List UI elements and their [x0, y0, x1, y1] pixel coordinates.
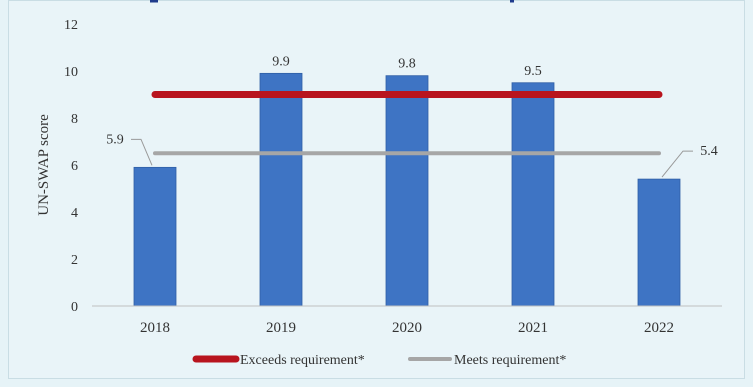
legend: Exceeds requirement* Meets requirement*: [192, 353, 566, 368]
x-axis: 2018 2019 2020 2021 2022: [92, 305, 722, 336]
y-tick-label: 4: [71, 206, 78, 221]
y-tick-label: 2: [71, 253, 78, 268]
y-tick-label: 0: [71, 300, 78, 315]
data-labels: 5.9 9.9 9.8 9.5 5.4: [106, 54, 718, 178]
bars: [133, 72, 681, 307]
chart-panel: [8, 0, 745, 379]
leader-line: [131, 138, 153, 166]
bar-2021: [511, 82, 555, 307]
x-tick-label: 2020: [392, 320, 422, 336]
bar-2018: [133, 166, 177, 307]
data-label: 5.9: [106, 132, 124, 147]
legend-label: Exceeds requirement*: [240, 353, 365, 368]
data-label: 9.8: [398, 57, 416, 72]
x-tick-label: 2018: [140, 320, 170, 336]
data-label: 9.9: [272, 54, 290, 69]
y-tick-label: 12: [64, 18, 78, 33]
y-tick-label: 8: [71, 112, 78, 127]
bar-2022: [637, 178, 681, 307]
y-tick-label: 10: [64, 65, 78, 80]
x-tick-label: 2019: [266, 320, 296, 336]
bar-2019: [259, 72, 303, 307]
bar-2020: [385, 75, 429, 307]
leader-line: [661, 150, 693, 178]
y-tick-label: 6: [71, 159, 78, 174]
y-axis-title: UN-SWAP score: [36, 114, 52, 216]
data-label: 9.5: [524, 64, 542, 79]
legend-label: Meets requirement*: [454, 353, 566, 368]
y-axis: 0 2 4 6 8 10 12: [64, 18, 78, 315]
x-tick-label: 2021: [518, 320, 548, 336]
x-tick-label: 2022: [644, 320, 674, 336]
reference-lines: [151, 91, 663, 156]
data-label: 5.4: [700, 144, 718, 159]
